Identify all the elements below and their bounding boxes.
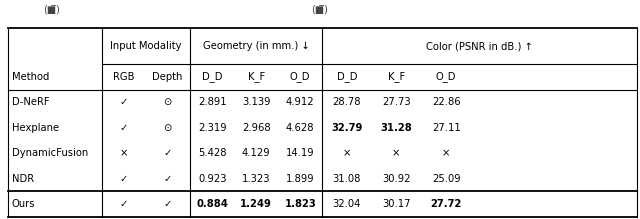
Text: ✓: ✓ (163, 174, 172, 184)
Text: ×: × (442, 148, 451, 158)
Text: ✓: ✓ (119, 97, 127, 107)
Text: 27.72: 27.72 (431, 199, 462, 209)
Text: 3.139: 3.139 (242, 97, 271, 107)
Text: 1.249: 1.249 (240, 199, 272, 209)
Text: 32.04: 32.04 (333, 199, 361, 209)
Text: ✓: ✓ (119, 123, 127, 133)
Text: 27.11: 27.11 (432, 123, 461, 133)
Text: D-NeRF: D-NeRF (12, 97, 49, 107)
Text: K_F: K_F (388, 71, 404, 82)
Text: Method: Method (12, 72, 49, 82)
Text: ✓: ✓ (119, 199, 127, 209)
Text: 4.912: 4.912 (286, 97, 314, 107)
Text: Depth: Depth (152, 72, 182, 82)
Text: (■̅): (■̅) (312, 5, 328, 15)
Text: Geometry (in mm.) ↓: Geometry (in mm.) ↓ (203, 41, 310, 51)
Text: 28.78: 28.78 (333, 97, 361, 107)
Text: ✓: ✓ (119, 174, 127, 184)
Text: 5.428: 5.428 (198, 148, 227, 158)
Text: O_D: O_D (436, 71, 456, 82)
Text: ⊙: ⊙ (163, 97, 172, 107)
Text: 0.923: 0.923 (198, 174, 227, 184)
Text: Hexplane: Hexplane (12, 123, 59, 133)
Text: 30.92: 30.92 (382, 174, 410, 184)
Text: D_D: D_D (202, 71, 222, 82)
Text: 1.323: 1.323 (242, 174, 271, 184)
Text: 32.79: 32.79 (331, 123, 362, 133)
Text: ⊙: ⊙ (163, 123, 172, 133)
Text: 31.08: 31.08 (333, 174, 361, 184)
Text: K_F: K_F (248, 71, 265, 82)
Text: 2.968: 2.968 (242, 123, 271, 133)
Text: O_D: O_D (290, 71, 310, 82)
Text: 2.319: 2.319 (198, 123, 227, 133)
Text: 4.129: 4.129 (242, 148, 271, 158)
Text: RGB: RGB (113, 72, 134, 82)
Text: 1.823: 1.823 (284, 199, 316, 209)
Text: 27.73: 27.73 (382, 97, 410, 107)
Text: ✓: ✓ (163, 199, 172, 209)
Text: ×: × (392, 148, 401, 158)
Text: (■̅): (■̅) (43, 5, 60, 15)
Text: 2.891: 2.891 (198, 97, 227, 107)
Text: ✓: ✓ (163, 148, 172, 158)
Text: 25.09: 25.09 (432, 174, 461, 184)
Text: 31.28: 31.28 (380, 123, 412, 133)
Text: 1.899: 1.899 (286, 174, 314, 184)
Text: Color (PSNR in dB.) ↑: Color (PSNR in dB.) ↑ (426, 41, 533, 51)
Text: DynamicFusion: DynamicFusion (12, 148, 88, 158)
Text: ×: × (342, 148, 351, 158)
Text: ×: × (119, 148, 127, 158)
Text: D_D: D_D (337, 71, 357, 82)
Text: 30.17: 30.17 (382, 199, 410, 209)
Text: 22.86: 22.86 (432, 97, 461, 107)
Text: Input Modality: Input Modality (110, 41, 182, 51)
Text: NDR: NDR (12, 174, 34, 184)
Text: 0.884: 0.884 (196, 199, 228, 209)
Text: 14.19: 14.19 (286, 148, 314, 158)
Text: Ours: Ours (12, 199, 35, 209)
Text: 4.628: 4.628 (286, 123, 314, 133)
